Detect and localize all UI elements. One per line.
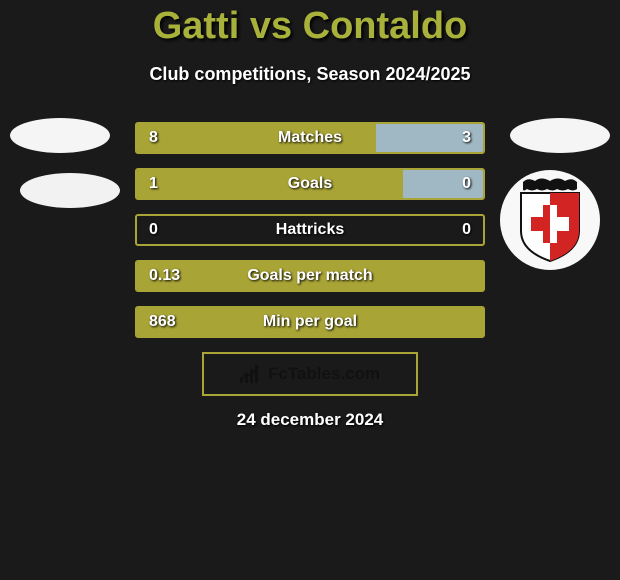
stat-left-value: 0.13 <box>149 267 180 285</box>
subtitle: Club competitions, Season 2024/2025 <box>0 64 620 85</box>
stat-right-value: 0 <box>462 221 471 239</box>
left-player-ellipse-2 <box>20 173 120 208</box>
stat-label: Goals per match <box>247 267 372 285</box>
left-player-ellipse-1 <box>10 118 110 153</box>
right-player-ellipse <box>510 118 610 153</box>
stat-left-value: 0 <box>149 221 158 239</box>
stat-label: Min per goal <box>263 313 357 331</box>
stat-left-value: 8 <box>149 129 158 147</box>
comparison-chart: 8 3 Matches 1 0 Goals 0 0 Hattricks 0.13 Goals per… <box>135 122 485 352</box>
stat-row: 868 Min per goal <box>135 306 485 338</box>
stat-right-value: 3 <box>462 129 471 147</box>
stat-left-value: 1 <box>149 175 158 193</box>
bar-chart-icon <box>240 365 262 383</box>
stat-row: 0 0 Hattricks <box>135 214 485 246</box>
club-crest <box>500 170 600 270</box>
stat-row: 1 0 Goals <box>135 168 485 200</box>
stat-label: Matches <box>278 129 342 147</box>
stat-right-value: 0 <box>462 175 471 193</box>
fctables-text: FcTables.com <box>268 364 380 384</box>
page-title: Gatti vs Contaldo <box>0 0 620 48</box>
generated-date: 24 december 2024 <box>237 410 384 430</box>
stat-row: 8 3 Matches <box>135 122 485 154</box>
stat-left-value: 868 <box>149 313 176 331</box>
stat-label: Hattricks <box>276 221 344 239</box>
shield-icon <box>513 177 587 263</box>
stat-label: Goals <box>288 175 332 193</box>
stat-row: 0.13 Goals per match <box>135 260 485 292</box>
comparison-infographic: Gatti vs Contaldo Club competitions, Sea… <box>0 0 620 580</box>
stat-left-fill <box>137 170 403 198</box>
fctables-watermark: FcTables.com <box>202 352 418 396</box>
